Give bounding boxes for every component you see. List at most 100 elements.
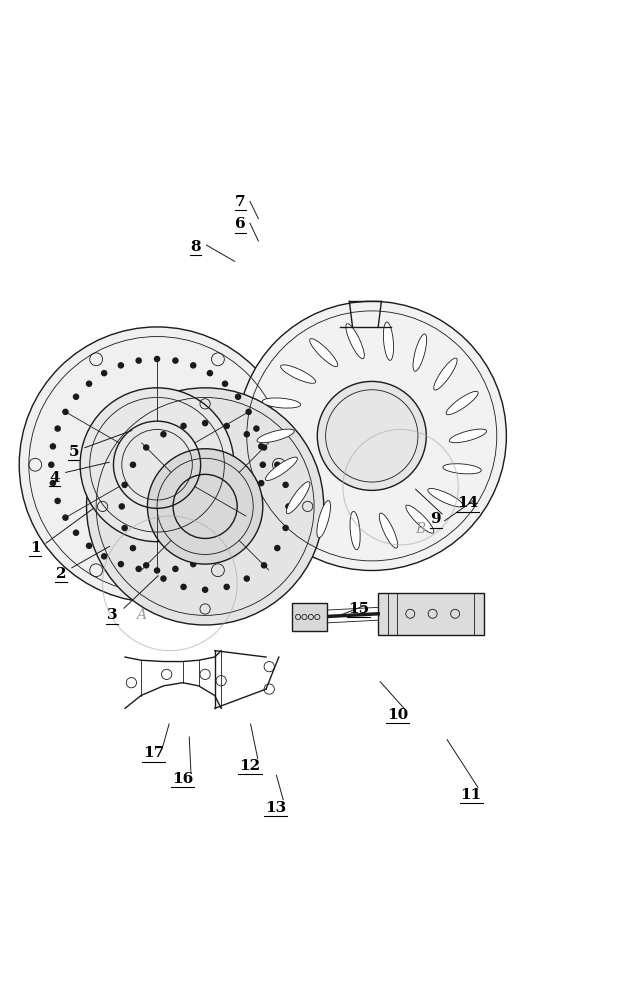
Text: 10: 10 [387,708,408,722]
Ellipse shape [19,327,295,603]
Circle shape [190,363,196,368]
Ellipse shape [262,398,301,408]
Text: 6: 6 [235,217,246,231]
Circle shape [260,462,265,467]
Circle shape [246,409,251,414]
Ellipse shape [428,488,463,507]
Ellipse shape [87,388,324,625]
Circle shape [154,356,160,362]
Circle shape [136,566,141,571]
Ellipse shape [406,505,434,533]
Ellipse shape [310,339,338,367]
Text: 3: 3 [107,608,117,622]
Circle shape [181,423,186,428]
Circle shape [144,445,149,450]
Text: 8: 8 [190,240,201,254]
Text: 12: 12 [240,759,260,773]
Circle shape [87,543,92,548]
Circle shape [235,530,240,535]
Text: 9: 9 [431,512,441,526]
Circle shape [51,444,56,449]
Text: 17: 17 [143,746,165,760]
Ellipse shape [434,358,457,390]
Circle shape [244,432,249,437]
Text: 13: 13 [265,801,287,815]
Circle shape [254,498,259,503]
Text: 1: 1 [30,541,40,555]
Ellipse shape [379,513,397,548]
Circle shape [74,394,79,399]
Ellipse shape [383,322,394,360]
Circle shape [119,504,124,509]
Circle shape [222,381,228,386]
Circle shape [161,576,166,581]
Text: A: A [136,608,146,622]
Ellipse shape [443,464,481,474]
Text: 5: 5 [69,445,79,459]
Circle shape [203,587,208,592]
Text: 15: 15 [349,602,369,616]
Ellipse shape [265,457,297,480]
Circle shape [181,584,186,589]
Circle shape [286,504,291,509]
Circle shape [122,482,127,487]
Circle shape [254,426,259,431]
Text: 2: 2 [56,567,66,581]
Circle shape [144,563,149,568]
Ellipse shape [237,301,506,571]
Ellipse shape [346,324,364,359]
Circle shape [161,432,166,437]
Ellipse shape [317,501,331,538]
Text: B: B [415,522,425,536]
Circle shape [173,566,178,571]
Circle shape [275,462,280,467]
Circle shape [130,462,135,467]
Circle shape [130,546,135,551]
Ellipse shape [413,334,427,371]
Circle shape [63,515,68,520]
Circle shape [154,568,160,573]
Circle shape [283,525,288,531]
Text: 4: 4 [49,471,60,485]
Circle shape [244,576,249,581]
Ellipse shape [80,388,234,542]
Circle shape [119,363,124,368]
Circle shape [173,358,178,363]
Circle shape [136,358,141,363]
Circle shape [63,409,68,414]
Ellipse shape [446,391,478,415]
Ellipse shape [281,365,315,383]
Circle shape [275,546,280,551]
Circle shape [208,554,213,559]
Ellipse shape [317,381,426,490]
Circle shape [258,444,263,449]
Circle shape [208,371,213,376]
Circle shape [55,426,60,431]
Circle shape [224,584,229,589]
Text: 7: 7 [235,195,246,209]
Circle shape [74,530,79,535]
Text: 16: 16 [172,772,194,786]
Ellipse shape [257,429,294,443]
Ellipse shape [147,449,263,564]
Circle shape [235,394,240,399]
Circle shape [190,562,196,567]
Circle shape [203,421,208,426]
Circle shape [122,525,127,531]
Circle shape [246,515,251,520]
FancyBboxPatch shape [292,603,327,631]
Circle shape [222,543,228,548]
Circle shape [258,481,263,486]
Circle shape [283,482,288,487]
Circle shape [102,371,107,376]
Circle shape [49,462,54,467]
Circle shape [101,554,106,559]
Circle shape [262,563,267,568]
Circle shape [51,481,56,486]
Text: 14: 14 [457,496,479,510]
Circle shape [87,381,92,386]
Text: 11: 11 [460,788,482,802]
FancyBboxPatch shape [378,593,484,635]
Circle shape [55,498,60,503]
Ellipse shape [287,482,310,514]
